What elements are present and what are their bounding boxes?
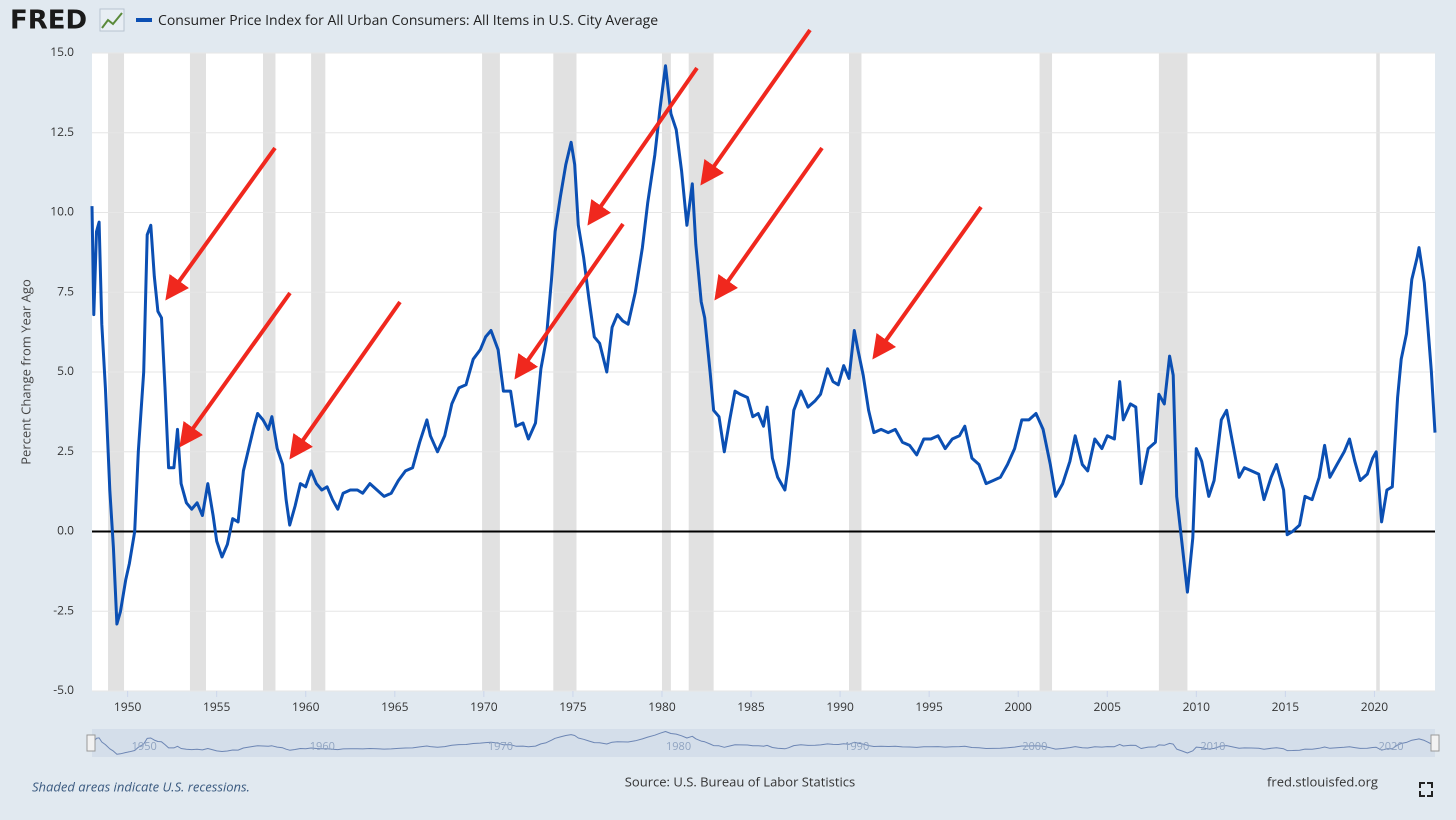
y-axis-label: Percent Change from Year Ago — [16, 279, 34, 465]
navigator-tick-label: 1980 — [666, 739, 691, 754]
x-tick-label: 1955 — [203, 698, 231, 715]
navigator-tick-label: 1960 — [310, 739, 335, 754]
navigator-tick-label: 1970 — [488, 739, 513, 754]
y-tick-label: 0.0 — [57, 522, 74, 539]
y-tick-label: 15.0 — [50, 43, 74, 60]
navigator — [92, 729, 1435, 757]
y-tick-label: -2.5 — [53, 601, 74, 618]
x-tick-label: 1950 — [114, 698, 142, 715]
y-tick-label: -5.0 — [53, 681, 74, 698]
navigator-tick-label: 2010 — [1200, 739, 1225, 754]
x-tick-label: 2010 — [1183, 698, 1211, 715]
navigator-handle[interactable] — [86, 734, 96, 752]
y-tick-label: 5.0 — [57, 362, 74, 379]
x-tick-label: 1965 — [381, 698, 409, 715]
x-tick-label: 1980 — [648, 698, 676, 715]
y-tick-label: 12.5 — [50, 123, 74, 140]
logo-icon — [99, 8, 125, 32]
y-tick-label: 10.0 — [50, 203, 74, 220]
x-tick-label: 2020 — [1361, 698, 1389, 715]
navigator-tick-label: 1950 — [132, 739, 157, 754]
source: Source: U.S. Bureau of Labor Statistics — [625, 772, 855, 790]
recession-note: Shaded areas indicate U.S. recessions. — [32, 777, 250, 795]
x-tick-label: 1970 — [470, 698, 498, 715]
navigator-line — [91, 731, 1436, 755]
navigator-tick-label: 2000 — [1022, 739, 1047, 754]
x-tick-label: 2015 — [1272, 698, 1300, 715]
legend-label: Consumer Price Index for All Urban Consu… — [158, 11, 658, 30]
site-link[interactable]: fred.stlouisfed.org — [1267, 772, 1378, 790]
arrows — [165, 28, 983, 460]
x-tick-label: 1990 — [826, 698, 854, 715]
navigator-tick-label: 2020 — [1378, 739, 1403, 754]
x-tick-label: 1995 — [915, 698, 943, 715]
navigator-handle[interactable] — [1430, 734, 1440, 752]
x-tick-label: 2005 — [1094, 698, 1122, 715]
logo: FRED — [10, 6, 87, 36]
series-line — [90, 64, 1437, 626]
y-tick-label: 2.5 — [57, 442, 74, 459]
fullscreen-button[interactable] — [1419, 782, 1433, 797]
y-tick-label: 7.5 — [57, 282, 74, 299]
x-tick-label: 1985 — [737, 698, 765, 715]
x-tick-label: 1960 — [292, 698, 320, 715]
x-tick-label: 1975 — [559, 698, 587, 715]
navigator-tick-label: 1990 — [844, 739, 869, 754]
x-tick-label: 2000 — [1004, 698, 1032, 715]
